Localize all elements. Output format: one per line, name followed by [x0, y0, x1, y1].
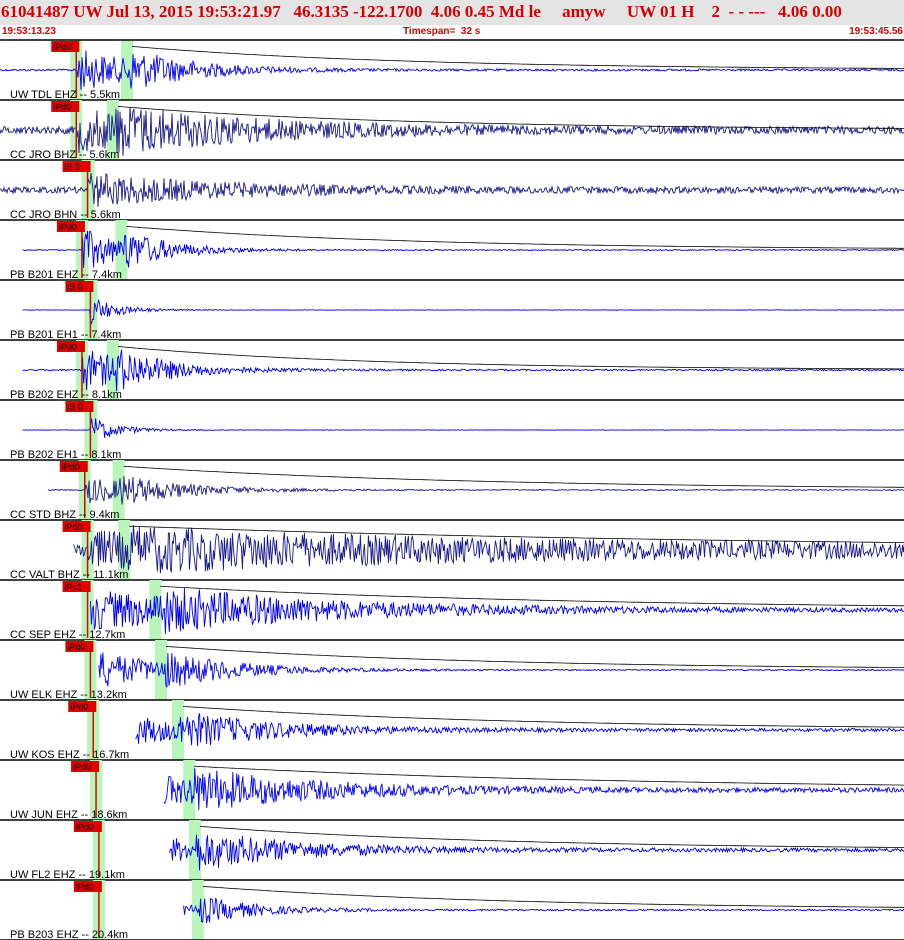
s-window [85, 400, 98, 460]
waveform-trace [47, 476, 904, 505]
waveform-trace [169, 834, 904, 871]
s-window [115, 220, 128, 280]
waveform-trace [22, 230, 904, 269]
pick-label-box [51, 101, 80, 112]
channel-label: CC SEP EHZ -- 12.7km [10, 629, 125, 641]
pick-label-box [73, 821, 102, 832]
pick-label-box [73, 881, 102, 892]
waveform-trace [0, 50, 904, 90]
pick-label-box [59, 461, 88, 472]
pick-label-box [65, 401, 94, 412]
channel-label: PB B203 EHZ -- 20.4km [10, 929, 128, 940]
coda-curve [194, 765, 904, 786]
pick-label-box [56, 221, 85, 232]
coda-curve [132, 46, 904, 69]
channel-label: UW TDL EHZ -- 5.5km [10, 89, 120, 101]
coda-curve [199, 826, 904, 848]
start-time-label: 19:53:13.23 [2, 26, 56, 37]
pick-label: iPd0 [70, 702, 88, 712]
pick-label-box [62, 521, 91, 532]
pick-label: iPd0 [76, 882, 94, 892]
pick-label: iPd0 [65, 522, 83, 532]
event-title: 61041487 UW Jul 13, 2015 19:53:21.97 46.… [1, 2, 842, 21]
channel-row: iS 1 CC JRO BHN -- 5.6km [0, 160, 904, 221]
channel-label: CC JRO BHZ -- 5.6km [10, 149, 119, 161]
pick-label-box [62, 581, 91, 592]
pick-label: iPd0 [76, 822, 94, 832]
channel-label: PB B201 EHZ -- 7.4km [10, 269, 122, 281]
coda-curve [123, 465, 904, 488]
channel-row: iPd0+UW ELK EHZ -- 13.2km [0, 640, 904, 701]
channel-label: UW ELK EHZ -- 13.2km [10, 689, 127, 701]
channel-label: PB B202 EHZ -- 8.1km [10, 389, 122, 401]
s-window [191, 880, 204, 940]
coda-curve [160, 585, 904, 607]
coda-curve [117, 346, 904, 370]
pick-label: iS 1 [65, 162, 81, 172]
channel-row: iPd0 UW TDL EHZ -- 5.5km [0, 39, 904, 101]
timespan-label: Timespan= 32 s [403, 26, 481, 37]
end-time-label: 19:53:45.56 [849, 26, 903, 37]
channel-label: PB B202 EH1 -- 8.1km [10, 449, 121, 461]
waveform-trace [89, 587, 904, 634]
waveform-trace [163, 768, 904, 810]
pick-label-box [68, 701, 97, 712]
pick-label: iPd0 [59, 222, 77, 232]
channel-label: UW KOS EHZ -- 16.7km [10, 749, 129, 761]
pick-label: iS 0 [67, 402, 83, 412]
channel-row: iPd0+UW KOS EHZ -- 16.7km [0, 700, 904, 761]
pick-label-box [56, 341, 85, 352]
channel-row: iPd0 UW JUN EHZ -- 18.6km [0, 760, 904, 821]
pick-label: iPd0 [53, 102, 71, 112]
event-header: 61041487 UW Jul 13, 2015 19:53:21.97 46.… [0, 0, 904, 25]
channel-row: iPd0+PB B203 EHZ -- 20.4km [0, 880, 904, 940]
waveform-trace [73, 525, 904, 574]
waveform-trace [135, 713, 904, 747]
waveform-trace [22, 418, 904, 438]
waveform-trace [98, 652, 904, 688]
coda-curve [182, 706, 904, 728]
channel-row: iPd0 PB B201 EHZ -- 7.4km [0, 220, 904, 281]
pick-label: iS 0 [67, 282, 83, 292]
pick-label: iPd0 [62, 462, 80, 472]
channel-label: PB B201 EH1 -- 7.4km [10, 329, 121, 341]
channel-label: CC VALT BHZ -- 11.1km [10, 569, 128, 581]
channel-row: iPc1 CC SEP EHZ -- 12.7km [0, 580, 904, 641]
coda-curve [126, 226, 904, 249]
waveform-trace [183, 897, 904, 924]
pick-label-box [65, 281, 94, 292]
channel-label: CC JRO BHN -- 5.6km [10, 209, 121, 221]
channel-row: iS 0 PB B201 EH1 -- 7.4km [0, 280, 904, 341]
pick-label-box [62, 161, 91, 172]
channel-row: iS 0 PB B202 EH1 -- 8.1km [0, 400, 904, 461]
coda-curve [165, 646, 904, 668]
pick-label: iPd0 [73, 762, 91, 772]
channel-row: iPd0 CC VALT BHZ -- 11.1km [0, 520, 904, 581]
pick-label: iPd0 [59, 342, 77, 352]
waveform-trace [0, 172, 904, 207]
pick-label: iPd0 [67, 642, 85, 652]
channel-row: iPd0+UW FL2 EHZ -- 19.1km [0, 820, 904, 881]
coda-curve [117, 106, 904, 129]
waveform-trace [22, 349, 904, 392]
pick-label-box [51, 41, 80, 52]
waveform-trace [0, 106, 904, 156]
channel-row: iPd0+PB B202 EHZ -- 8.1km [0, 340, 904, 401]
pick-label: iPc1 [65, 582, 83, 592]
channel-row: iPd0-CC STD BHZ -- 9.4km [0, 460, 904, 521]
coda-curve [202, 886, 904, 908]
channel-label: UW FL2 EHZ -- 19.1km [10, 869, 125, 881]
coda-curve [129, 525, 904, 543]
s-window [85, 280, 98, 340]
channel-label: CC STD BHZ -- 9.4km [10, 509, 119, 521]
pick-label-box [65, 641, 94, 652]
channel-label: UW JUN EHZ -- 18.6km [10, 809, 127, 821]
s-window [121, 40, 134, 100]
channel-row: iPd0 CC JRO BHZ -- 5.6km [0, 100, 904, 161]
pick-label-box [71, 761, 100, 772]
pick-label: iPd0 [53, 42, 71, 52]
waveform-trace [22, 298, 904, 325]
